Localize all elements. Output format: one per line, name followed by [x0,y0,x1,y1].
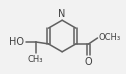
Text: HO: HO [9,37,24,47]
Text: N: N [58,9,66,19]
Text: OCH₃: OCH₃ [99,32,121,42]
Text: O: O [85,57,92,67]
Text: CH₃: CH₃ [28,55,43,64]
